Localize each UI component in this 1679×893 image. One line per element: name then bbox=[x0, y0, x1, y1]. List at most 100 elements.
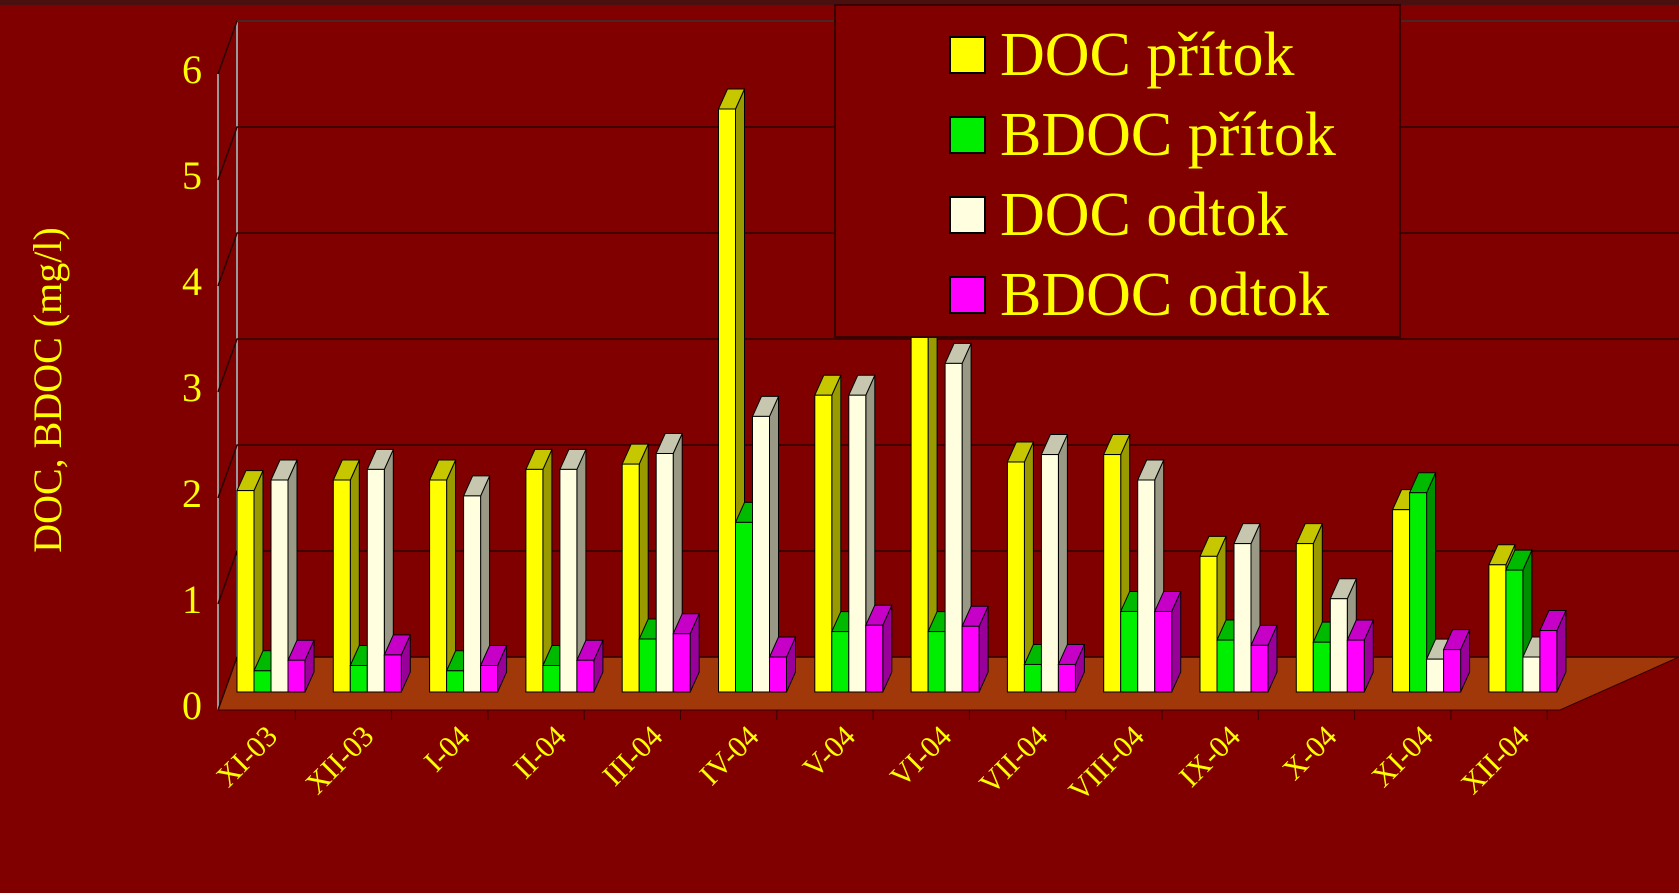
bar-front bbox=[236, 490, 255, 693]
y-tick-label: 6 bbox=[182, 47, 202, 92]
bar-front bbox=[638, 638, 657, 693]
y-tick-label: 2 bbox=[182, 471, 202, 516]
bar-front bbox=[1392, 509, 1411, 693]
bar-front bbox=[480, 665, 499, 693]
bar bbox=[1057, 643, 1086, 693]
legend-box bbox=[834, 4, 1401, 338]
bar bbox=[525, 448, 553, 693]
bar bbox=[1539, 610, 1567, 693]
bar bbox=[1250, 624, 1278, 693]
bar-front bbox=[1295, 543, 1314, 693]
bar-front bbox=[1120, 610, 1139, 693]
y-tick-label: 1 bbox=[182, 577, 202, 622]
bar bbox=[672, 613, 700, 693]
bar-front bbox=[1346, 639, 1365, 693]
bar-front bbox=[910, 320, 929, 693]
bar-front bbox=[1199, 555, 1218, 693]
bar-front bbox=[865, 624, 884, 693]
bar-front bbox=[287, 659, 306, 693]
bar-front bbox=[672, 633, 691, 693]
bar-front bbox=[559, 468, 578, 693]
bar-front bbox=[1006, 461, 1025, 693]
bar bbox=[944, 342, 972, 693]
bar-front bbox=[463, 495, 482, 693]
bar-front bbox=[1023, 663, 1042, 693]
legend-label: DOC přítok bbox=[1000, 21, 1295, 89]
bar-front bbox=[383, 654, 402, 693]
bar-front bbox=[961, 625, 980, 693]
bar-front bbox=[831, 631, 850, 693]
bar-front bbox=[1539, 630, 1558, 693]
y-axis-title: DOC, BDOC (mg/l) bbox=[25, 227, 70, 553]
bar-front bbox=[735, 521, 753, 693]
y-tick-label: 4 bbox=[182, 259, 202, 304]
legend-swatch bbox=[949, 36, 986, 74]
bar bbox=[1040, 434, 1069, 693]
bar bbox=[559, 448, 587, 693]
bar bbox=[332, 459, 361, 693]
legend-label: BDOC přítok bbox=[1000, 101, 1336, 169]
bar-front bbox=[366, 468, 385, 693]
bar-front bbox=[1103, 454, 1122, 693]
y-tick-label: 0 bbox=[182, 683, 202, 728]
bar bbox=[865, 604, 893, 693]
bar-front bbox=[1154, 610, 1173, 693]
legend-swatch bbox=[949, 196, 986, 234]
bar-front bbox=[1057, 663, 1076, 693]
bar-front bbox=[332, 479, 351, 693]
legend-label: BDOC odtok bbox=[1000, 261, 1329, 329]
grid-line bbox=[217, 444, 1679, 499]
bar bbox=[1006, 441, 1035, 693]
bar-front bbox=[752, 415, 770, 693]
bar-front bbox=[1426, 658, 1445, 693]
bar bbox=[366, 448, 395, 693]
bar-front bbox=[769, 656, 787, 693]
bar bbox=[1408, 472, 1437, 693]
top-strip bbox=[0, 0, 1679, 5]
bar bbox=[1346, 619, 1375, 693]
bar-front bbox=[542, 665, 561, 693]
bar-front bbox=[1505, 569, 1524, 693]
bar-front bbox=[1233, 543, 1252, 693]
bar-front bbox=[927, 631, 946, 693]
bar bbox=[462, 475, 491, 693]
grid-line bbox=[217, 338, 1679, 393]
bar-front bbox=[270, 479, 289, 693]
legend-swatch bbox=[949, 276, 986, 314]
bar-front bbox=[253, 670, 272, 693]
bar-front bbox=[814, 394, 833, 693]
bar-front bbox=[525, 468, 544, 693]
bar-front bbox=[718, 108, 736, 693]
bar-front bbox=[1488, 564, 1507, 693]
bar bbox=[1442, 629, 1471, 693]
y-tick-label: 5 bbox=[182, 153, 202, 198]
bar bbox=[768, 636, 797, 693]
bar-front bbox=[446, 670, 465, 693]
bar-front bbox=[1250, 644, 1269, 693]
bar bbox=[383, 634, 412, 693]
bar bbox=[270, 459, 298, 693]
bar bbox=[479, 645, 508, 693]
bar-front bbox=[944, 362, 963, 693]
bar-front bbox=[1329, 598, 1348, 693]
bar-front bbox=[1443, 649, 1462, 693]
bar bbox=[961, 605, 989, 693]
y-tick-label: 3 bbox=[182, 365, 202, 410]
bar-front bbox=[1040, 454, 1059, 693]
bar bbox=[287, 639, 315, 693]
bar-front bbox=[655, 453, 674, 693]
bar-front bbox=[1137, 479, 1156, 693]
bar-front bbox=[576, 659, 595, 693]
bar-front bbox=[1409, 492, 1428, 693]
bar-front bbox=[1216, 639, 1235, 693]
legend-label: DOC odtok bbox=[1000, 181, 1288, 249]
bar-front bbox=[848, 394, 867, 693]
bar bbox=[428, 459, 457, 693]
legend-swatch bbox=[949, 116, 986, 154]
bar-front bbox=[1312, 641, 1331, 693]
bar bbox=[751, 395, 780, 693]
bar-front bbox=[429, 479, 448, 693]
bar bbox=[1153, 590, 1182, 693]
bar-front bbox=[1522, 656, 1541, 693]
